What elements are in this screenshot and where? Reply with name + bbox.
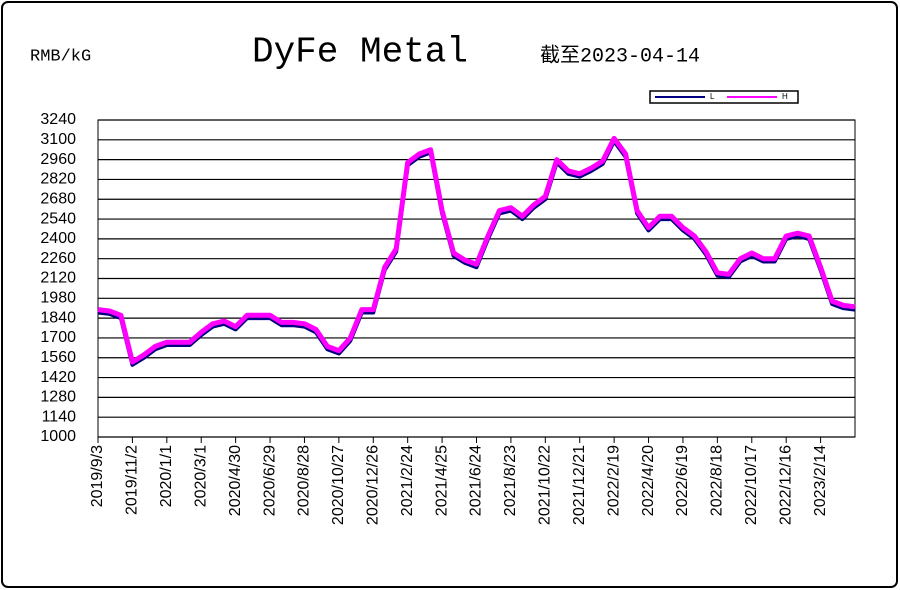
y-tick-label: 1560	[40, 349, 76, 366]
x-tick-label: 2021/12/21	[571, 445, 588, 525]
x-tick-label: 2020/8/28	[296, 445, 313, 516]
y-tick-label: 1280	[40, 389, 76, 406]
series-line	[97, 135, 856, 365]
x-tick-label: 2023/2/14	[812, 445, 829, 516]
x-tick-label: 2020/3/1	[192, 445, 209, 507]
x-tick-label: 2022/10/17	[743, 445, 760, 525]
y-tick-label: 2820	[40, 171, 76, 188]
x-tick-label: 2021/6/24	[468, 445, 485, 516]
x-tick-label: 2022/8/18	[709, 445, 726, 516]
series-line	[97, 139, 856, 367]
legend-label: L	[710, 92, 715, 101]
y-tick-label: 2120	[40, 270, 76, 287]
x-tick-label: 2022/12/16	[777, 445, 794, 525]
x-tick-label: 2022/6/19	[674, 445, 691, 516]
x-tick-label: 2020/1/1	[158, 445, 175, 507]
x-tick-label: 2020/4/30	[227, 445, 244, 516]
y-tick-label: 1700	[40, 329, 76, 346]
y-tick-label: 2960	[40, 151, 76, 168]
y-tick-label: 2400	[40, 230, 76, 247]
y-tick-label: 1980	[40, 290, 76, 307]
x-tick-label: 2020/10/27	[330, 445, 347, 525]
y-tick-label: 1140	[42, 408, 77, 425]
y-tick-label: 1840	[40, 309, 76, 326]
subtitle: 截至2023-04-14	[540, 43, 700, 68]
y-tick-label: 1420	[40, 369, 76, 386]
y-tick-label: 2680	[40, 190, 76, 207]
x-tick-label: 2021/2/24	[399, 445, 416, 516]
y-unit: RMB/kG	[30, 47, 91, 66]
x-tick-label: 2021/8/23	[502, 445, 519, 516]
y-tick-label: 3240	[40, 111, 76, 128]
legend-label: H	[782, 92, 788, 101]
x-tick-label: 2020/6/29	[261, 445, 278, 516]
x-tick-label: 2020/12/26	[364, 445, 381, 525]
y-tick-label: 1000	[40, 428, 76, 445]
x-tick-label: 2019/11/2	[124, 445, 141, 515]
y-tick-label: 3100	[40, 131, 76, 148]
y-tick-label: 2260	[40, 250, 76, 267]
y-tick-label: 2540	[40, 210, 76, 227]
x-tick-label: 2022/4/20	[640, 445, 657, 516]
x-tick-label: 2021/10/22	[537, 445, 554, 525]
legend	[649, 90, 799, 104]
x-tick-label: 2019/9/3	[89, 445, 106, 507]
x-tick-label: 2022/2/19	[605, 445, 622, 516]
chart-title: DyFe Metal	[252, 32, 468, 73]
x-tick-label: 2021/4/25	[433, 445, 450, 516]
